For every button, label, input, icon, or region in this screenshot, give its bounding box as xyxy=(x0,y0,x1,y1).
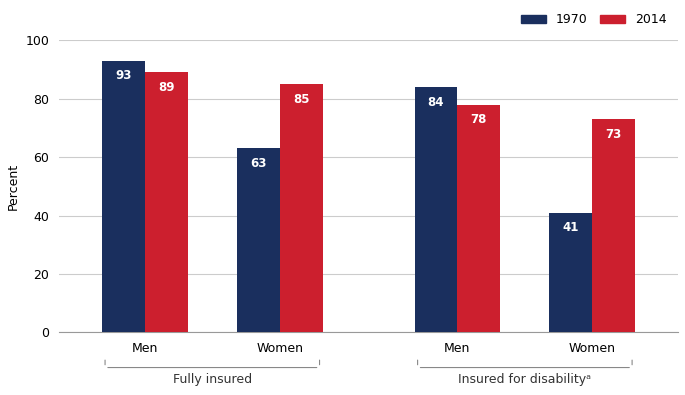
Bar xyxy=(549,213,593,333)
Bar xyxy=(279,84,323,333)
Text: 41: 41 xyxy=(562,222,579,234)
Y-axis label: Percent: Percent xyxy=(7,163,20,210)
Text: Insured for disabilityᵃ: Insured for disabilityᵃ xyxy=(458,373,591,386)
Text: 85: 85 xyxy=(293,93,310,106)
Bar xyxy=(145,72,188,333)
Bar xyxy=(102,61,145,333)
Text: Fully insured: Fully insured xyxy=(173,373,252,386)
Bar xyxy=(458,105,500,333)
Text: 93: 93 xyxy=(115,70,132,83)
Text: 63: 63 xyxy=(250,157,266,170)
Text: 84: 84 xyxy=(427,96,445,109)
Bar xyxy=(237,149,279,333)
Text: 73: 73 xyxy=(606,128,622,141)
Bar xyxy=(593,119,635,333)
Bar xyxy=(414,87,458,333)
Text: 89: 89 xyxy=(158,81,175,94)
Legend: 1970, 2014: 1970, 2014 xyxy=(516,9,672,32)
Text: 78: 78 xyxy=(471,113,487,126)
